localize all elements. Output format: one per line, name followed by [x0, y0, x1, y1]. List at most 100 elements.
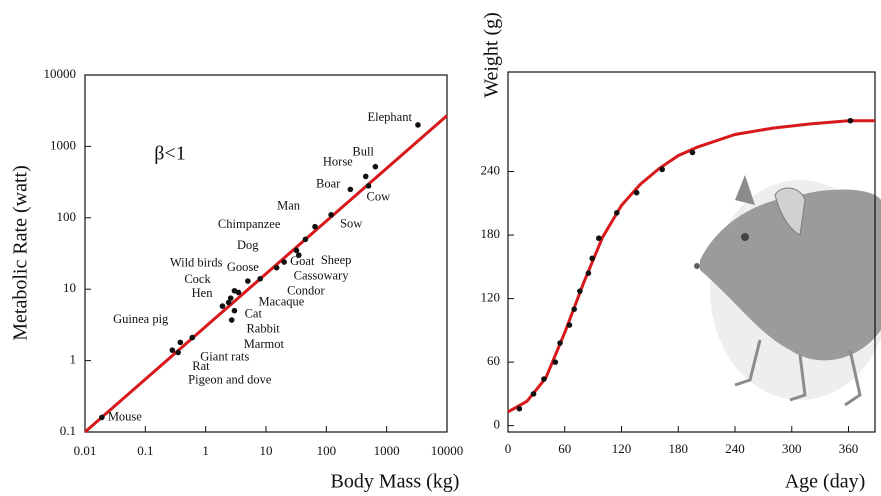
- plot-frame: [507, 71, 876, 433]
- x-axis-title: Body Mass (kg): [331, 471, 460, 493]
- rat-illustration: [694, 175, 881, 407]
- data-point: [589, 255, 595, 262]
- fit-line: [507, 119, 875, 414]
- fit-line: [84, 114, 448, 434]
- data-point: [516, 405, 523, 412]
- data-point: [175, 349, 181, 356]
- point-label: Cow: [367, 190, 391, 204]
- data-point: [415, 122, 421, 128]
- data-point: [577, 288, 583, 294]
- x-tick-label: 360: [839, 441, 859, 456]
- data-point: [328, 212, 334, 218]
- data-point: [347, 186, 354, 193]
- point-label: Rat: [192, 359, 210, 373]
- data-point: [227, 295, 234, 301]
- data-point: [273, 264, 280, 271]
- data-point: [847, 117, 854, 124]
- point-label: Cassowary: [294, 269, 350, 283]
- point-label: Cat: [245, 306, 263, 320]
- data-point: [613, 210, 620, 216]
- data-point: [365, 183, 372, 189]
- y-axis-title: Metabolic Rate (watt): [10, 165, 32, 341]
- point-label: Condor: [287, 284, 325, 298]
- x-tick-label: 10: [260, 443, 273, 458]
- y-tick-label: 240: [481, 163, 501, 178]
- point-label: Sow: [340, 217, 362, 231]
- point-label: Macaque: [258, 294, 304, 308]
- data-point: [566, 322, 573, 328]
- data-point: [228, 317, 235, 323]
- point-label: Boar: [316, 176, 341, 190]
- point-label: Man: [277, 199, 301, 213]
- point-label: Chimpanzee: [218, 217, 281, 231]
- data-point: [281, 259, 287, 265]
- point-label: Horse: [323, 154, 353, 168]
- x-tick-label: 0.01: [74, 443, 97, 458]
- data-point: [552, 359, 559, 365]
- point-label: Elephant: [368, 110, 413, 124]
- data-point: [231, 287, 238, 294]
- data-point: [557, 340, 563, 346]
- data-point: [659, 166, 665, 173]
- point-label: Cock: [184, 272, 211, 286]
- y-tick-label: 10: [63, 280, 76, 295]
- point-label: Marmot: [244, 337, 285, 351]
- point-label: Mouse: [108, 409, 142, 423]
- x-axis-title: Age (day): [785, 471, 866, 493]
- point-label: Goose: [227, 260, 259, 274]
- x-tick-label: 0: [505, 441, 512, 456]
- data-point: [257, 275, 263, 282]
- point-label: Sheep: [321, 253, 352, 267]
- x-tick-label: 0.1: [137, 443, 153, 458]
- y-axis-title: Weight (g): [481, 12, 503, 98]
- data-point: [225, 299, 232, 306]
- point-label: Rabbit: [246, 322, 280, 336]
- data-point: [293, 247, 300, 254]
- data-point: [530, 391, 537, 397]
- data-point: [362, 173, 369, 180]
- data-point: [372, 163, 379, 170]
- x-tick-label: 100: [317, 443, 337, 458]
- data-point: [689, 149, 696, 156]
- data-point: [177, 339, 184, 346]
- annotation: β<1: [154, 143, 185, 165]
- point-label: Goat: [290, 254, 315, 268]
- data-point: [596, 235, 602, 242]
- data-point: [633, 189, 640, 196]
- x-tick-label: 1: [202, 443, 209, 458]
- y-tick-label: 120: [481, 290, 501, 305]
- y-tick-label: 0: [494, 417, 501, 432]
- x-tick-label: 300: [782, 441, 802, 456]
- data-point: [571, 306, 578, 312]
- point-label: Wild birds: [170, 256, 223, 270]
- point-label: Hen: [192, 286, 214, 300]
- y-tick-label: 0.1: [60, 423, 76, 438]
- y-tick-label: 1000: [50, 137, 76, 152]
- y-tick-label: 100: [57, 209, 77, 224]
- y-tick-label: 180: [481, 226, 501, 241]
- point-label: Giant rats: [200, 349, 249, 363]
- x-tick-label: 1000: [374, 443, 400, 458]
- point-label: Dog: [237, 238, 259, 252]
- data-point: [296, 252, 302, 258]
- data-point: [169, 347, 176, 353]
- y-tick-label: 10000: [44, 66, 77, 81]
- point-label: Bull: [352, 145, 374, 159]
- data-point: [585, 270, 592, 276]
- data-point: [541, 376, 547, 382]
- point-label: Pigeon and dove: [188, 372, 272, 386]
- x-tick-label: 120: [612, 441, 632, 456]
- data-point: [189, 334, 196, 341]
- x-tick-label: 10000: [431, 443, 464, 458]
- y-tick-label: 60: [487, 353, 500, 368]
- data-point: [245, 278, 251, 284]
- data-point: [231, 307, 238, 314]
- y-tick-label: 1: [70, 352, 77, 367]
- data-point: [219, 303, 226, 309]
- x-tick-label: 240: [725, 441, 745, 456]
- data-point: [99, 414, 105, 421]
- x-tick-label: 60: [558, 441, 571, 456]
- data-point: [302, 236, 309, 243]
- point-label: Guinea pig: [113, 312, 169, 326]
